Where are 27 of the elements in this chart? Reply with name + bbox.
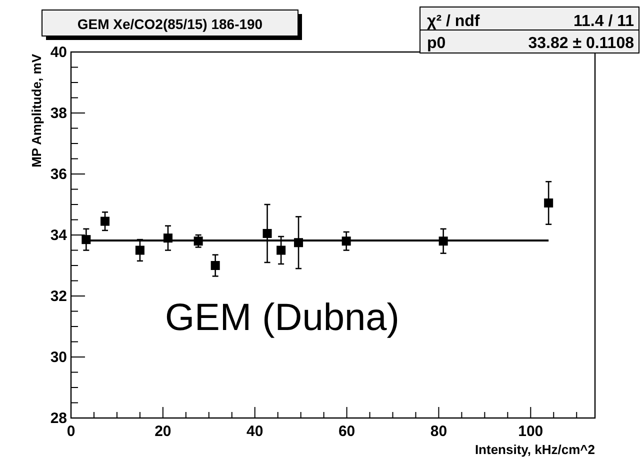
y-tick-label: 30	[50, 349, 67, 366]
annotation: 33.82 ± 0.1108	[528, 35, 634, 52]
point	[544, 198, 554, 208]
x-axis-title: Intensity, kHz/cm^2	[474, 442, 595, 457]
y-tick-label: 36	[50, 166, 67, 183]
y-tick-label: 38	[50, 105, 67, 122]
point	[276, 246, 286, 255]
x-tick-label: 80	[430, 423, 448, 440]
point	[210, 261, 220, 270]
annotation: GEM (Dubna)	[165, 297, 400, 339]
text: 11.4 / 11	[573, 13, 634, 30]
y-tick-label: 32	[50, 288, 67, 305]
annotation: p0	[427, 35, 446, 52]
point	[135, 246, 144, 255]
x-tick-label: 20	[154, 423, 172, 440]
chart-title: GEM Xe/CO2(85/15) 186-190	[77, 16, 263, 32]
text: χ² / ndf	[427, 13, 480, 30]
y-tick-label: 34	[50, 227, 68, 244]
x-tick-label: 0	[66, 423, 76, 440]
y-tick-label: 28	[50, 410, 67, 427]
y-axis-title: MP Amplitude, mV	[29, 54, 44, 168]
x-tick-label: 60	[338, 423, 356, 440]
point	[100, 216, 110, 226]
point	[262, 228, 272, 238]
x-tick-label: 40	[246, 423, 264, 440]
y-tick-label: 40	[50, 44, 67, 61]
x-tick-label: 100	[518, 423, 544, 440]
